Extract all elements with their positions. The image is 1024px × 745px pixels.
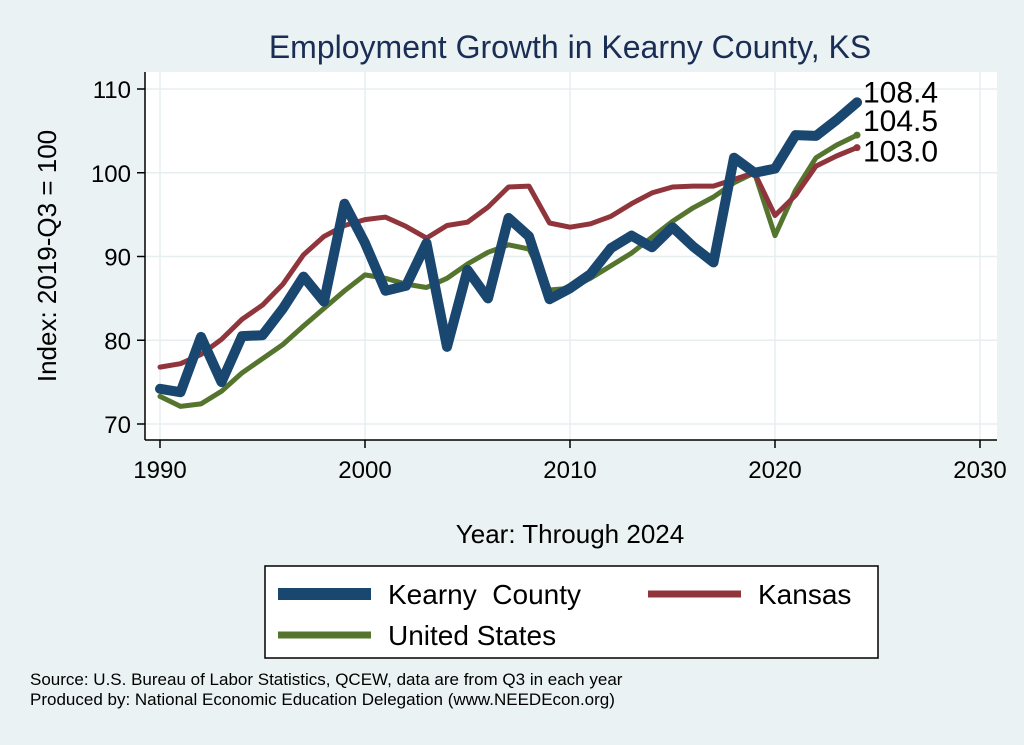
series-end-marker bbox=[853, 144, 861, 152]
end-label: 103.0 bbox=[863, 136, 938, 169]
grid bbox=[145, 72, 997, 440]
legend-label: United States bbox=[388, 620, 556, 651]
legend-label: Kansas bbox=[758, 579, 851, 610]
source-line: Source: U.S. Bureau of Labor Statistics,… bbox=[30, 670, 623, 689]
x-tick-label: 1990 bbox=[133, 457, 186, 484]
series-line-kearny-county bbox=[155, 97, 862, 398]
end-label: 108.4 bbox=[863, 76, 938, 109]
x-tick-label: 2000 bbox=[338, 457, 391, 484]
chart: Employment Growth in Kearny County, KS 7… bbox=[32, 29, 1007, 659]
series-line-kansas bbox=[157, 145, 860, 370]
end-label: 104.5 bbox=[863, 105, 938, 138]
legend: Kearny County Kansas United States bbox=[278, 579, 851, 651]
series-layer bbox=[155, 97, 862, 409]
y-tick-label: 90 bbox=[104, 245, 131, 272]
y-tick-label: 80 bbox=[104, 328, 131, 355]
y-tick-label: 100 bbox=[91, 161, 131, 188]
x-tick-label: 2030 bbox=[953, 457, 1006, 484]
chart-title: Employment Growth in Kearny County, KS bbox=[269, 29, 871, 65]
series-end-marker bbox=[852, 97, 862, 108]
source-notes: Source: U.S. Bureau of Labor Statistics,… bbox=[30, 670, 622, 710]
x-tick-label: 2020 bbox=[748, 457, 801, 484]
axes: 70 80 90 100 110 1990 2000 2010 2020 2030 bbox=[91, 72, 1007, 484]
y-tick-label: 70 bbox=[104, 412, 131, 439]
x-tick-label: 2010 bbox=[543, 457, 596, 484]
y-tick-label: 110 bbox=[93, 77, 131, 104]
x-axis-title: Year: Through 2024 bbox=[456, 519, 684, 549]
y-axis-title: Index: 2019-Q3 = 100 bbox=[32, 130, 62, 382]
legend-box bbox=[264, 565, 879, 659]
producer-line: Produced by: National Economic Education… bbox=[30, 690, 615, 709]
legend-label: Kearny County bbox=[388, 579, 581, 610]
series-end-marker bbox=[853, 131, 861, 139]
